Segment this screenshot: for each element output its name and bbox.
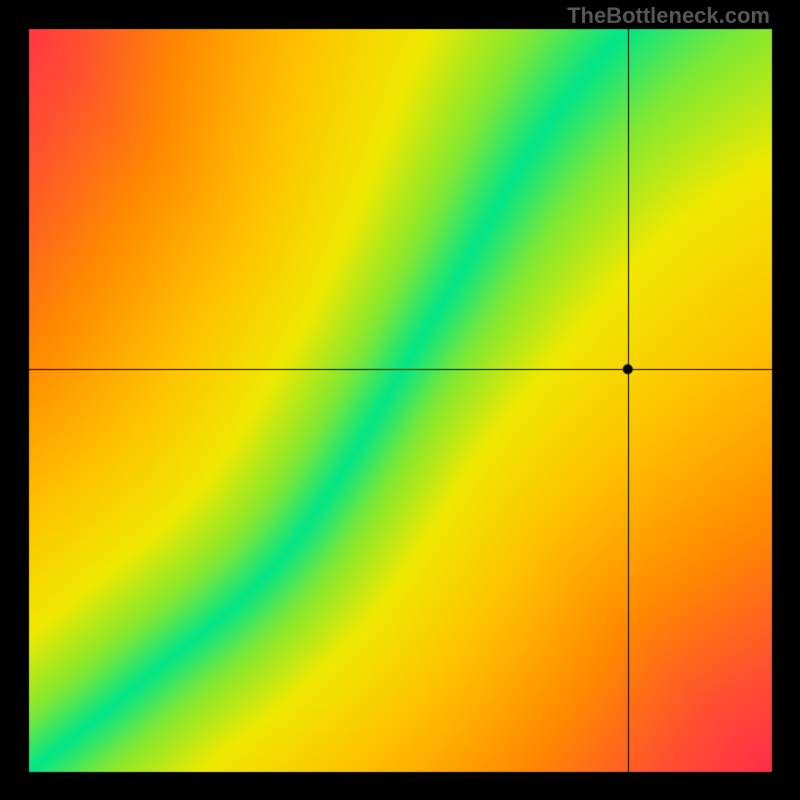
crosshair-overlay xyxy=(0,0,800,800)
attribution-text: TheBottleneck.com xyxy=(567,3,770,29)
chart-container: TheBottleneck.com xyxy=(0,0,800,800)
